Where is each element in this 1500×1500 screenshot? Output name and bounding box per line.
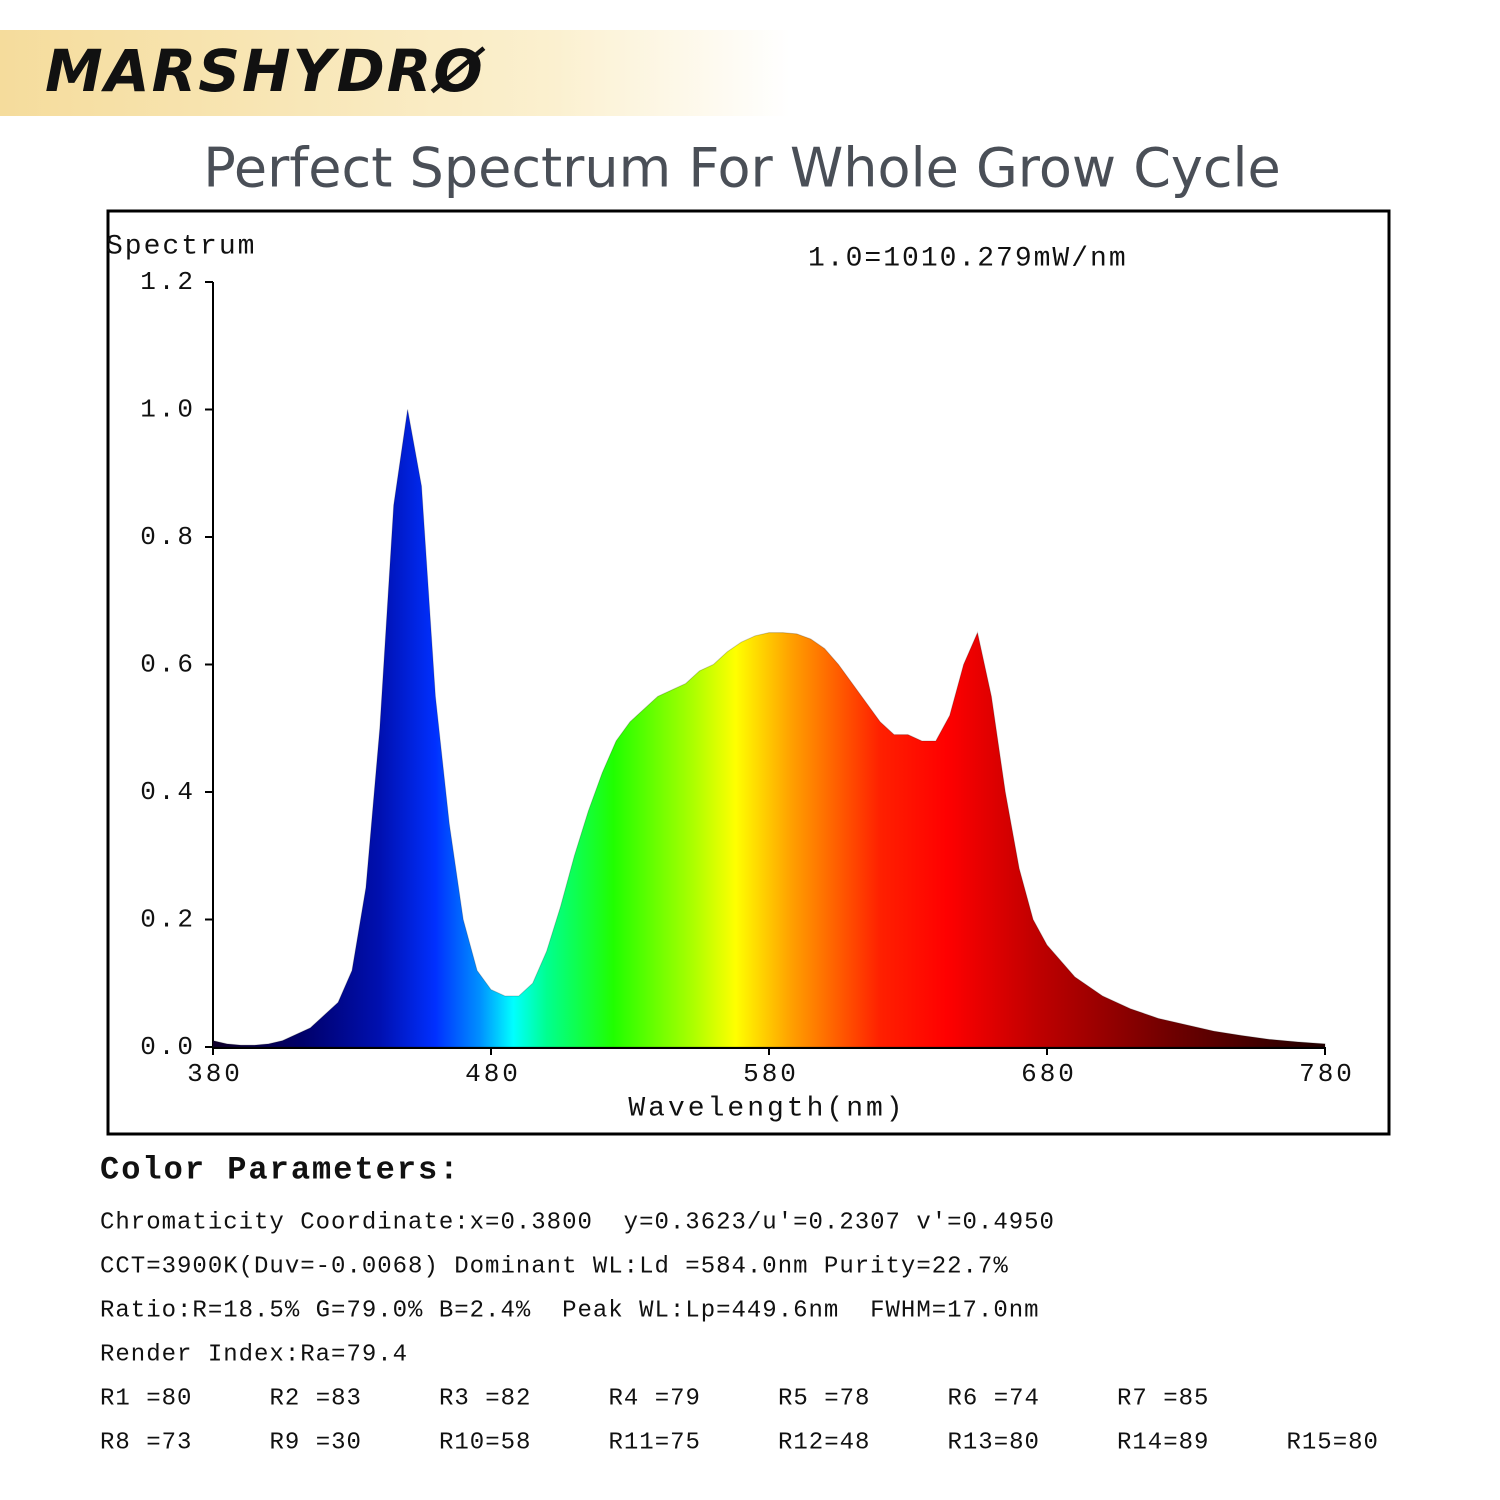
parameter-line: Chromaticity Coordinate:x=0.3800 y=0.362…: [100, 1209, 1055, 1236]
x-tick-label: 680: [1021, 1059, 1077, 1089]
x-tick-label: 780: [1299, 1059, 1355, 1089]
render-index: R5 =78: [778, 1385, 870, 1412]
x-tick-label: 380: [187, 1059, 243, 1089]
y-tick-label: 0.2: [140, 904, 196, 934]
parameter-line: Render Index:Ra=79.4: [100, 1341, 408, 1368]
brand-band: [0, 30, 790, 116]
y-tick-label: 1.0: [140, 394, 196, 424]
parameter-line: Ratio:R=18.5% G=79.0% B=2.4% Peak WL:Lp=…: [100, 1297, 1040, 1324]
render-index: R13=80: [948, 1429, 1040, 1456]
headline: Perfect Spectrum For Whole Grow Cycle: [203, 137, 1281, 200]
annotation: 1.0=1010.279mW/nm: [808, 243, 1128, 274]
render-index: R14=89: [1117, 1429, 1209, 1456]
y-tick-label: 0.8: [140, 522, 196, 552]
render-index: R10=58: [439, 1429, 531, 1456]
render-index: R9 =30: [270, 1429, 362, 1456]
render-index: R3 =82: [439, 1385, 531, 1412]
render-index: R7 =85: [1117, 1385, 1209, 1412]
y-tick-label: 1.2: [140, 267, 196, 297]
render-index: R11=75: [609, 1429, 701, 1456]
spectrum-area: [212, 409, 1326, 1048]
y-tick-label: 0.0: [140, 1032, 196, 1062]
render-index: R2 =83: [270, 1385, 362, 1412]
y-tick-label: 0.4: [140, 777, 196, 807]
render-index: R15=80: [1287, 1429, 1379, 1456]
render-index: R1 =80: [100, 1385, 192, 1412]
y-axis-label: Spectrum: [106, 231, 256, 262]
render-index: R8 =73: [100, 1429, 192, 1456]
parameter-line: CCT=3900K(Duv=-0.0068) Dominant WL:Ld =5…: [100, 1253, 1009, 1280]
brand-logo: MARSHYDRØ: [45, 37, 485, 105]
parameters-title: Color Parameters:: [100, 1151, 460, 1188]
x-tick-label: 480: [465, 1059, 521, 1089]
render-index: R4 =79: [609, 1385, 701, 1412]
x-tick-label: 580: [743, 1059, 799, 1089]
x-axis-label: Wavelength(nm): [628, 1093, 905, 1124]
render-index: R6 =74: [948, 1385, 1040, 1412]
render-index: R12=48: [778, 1429, 870, 1456]
y-tick-label: 0.6: [140, 649, 196, 679]
